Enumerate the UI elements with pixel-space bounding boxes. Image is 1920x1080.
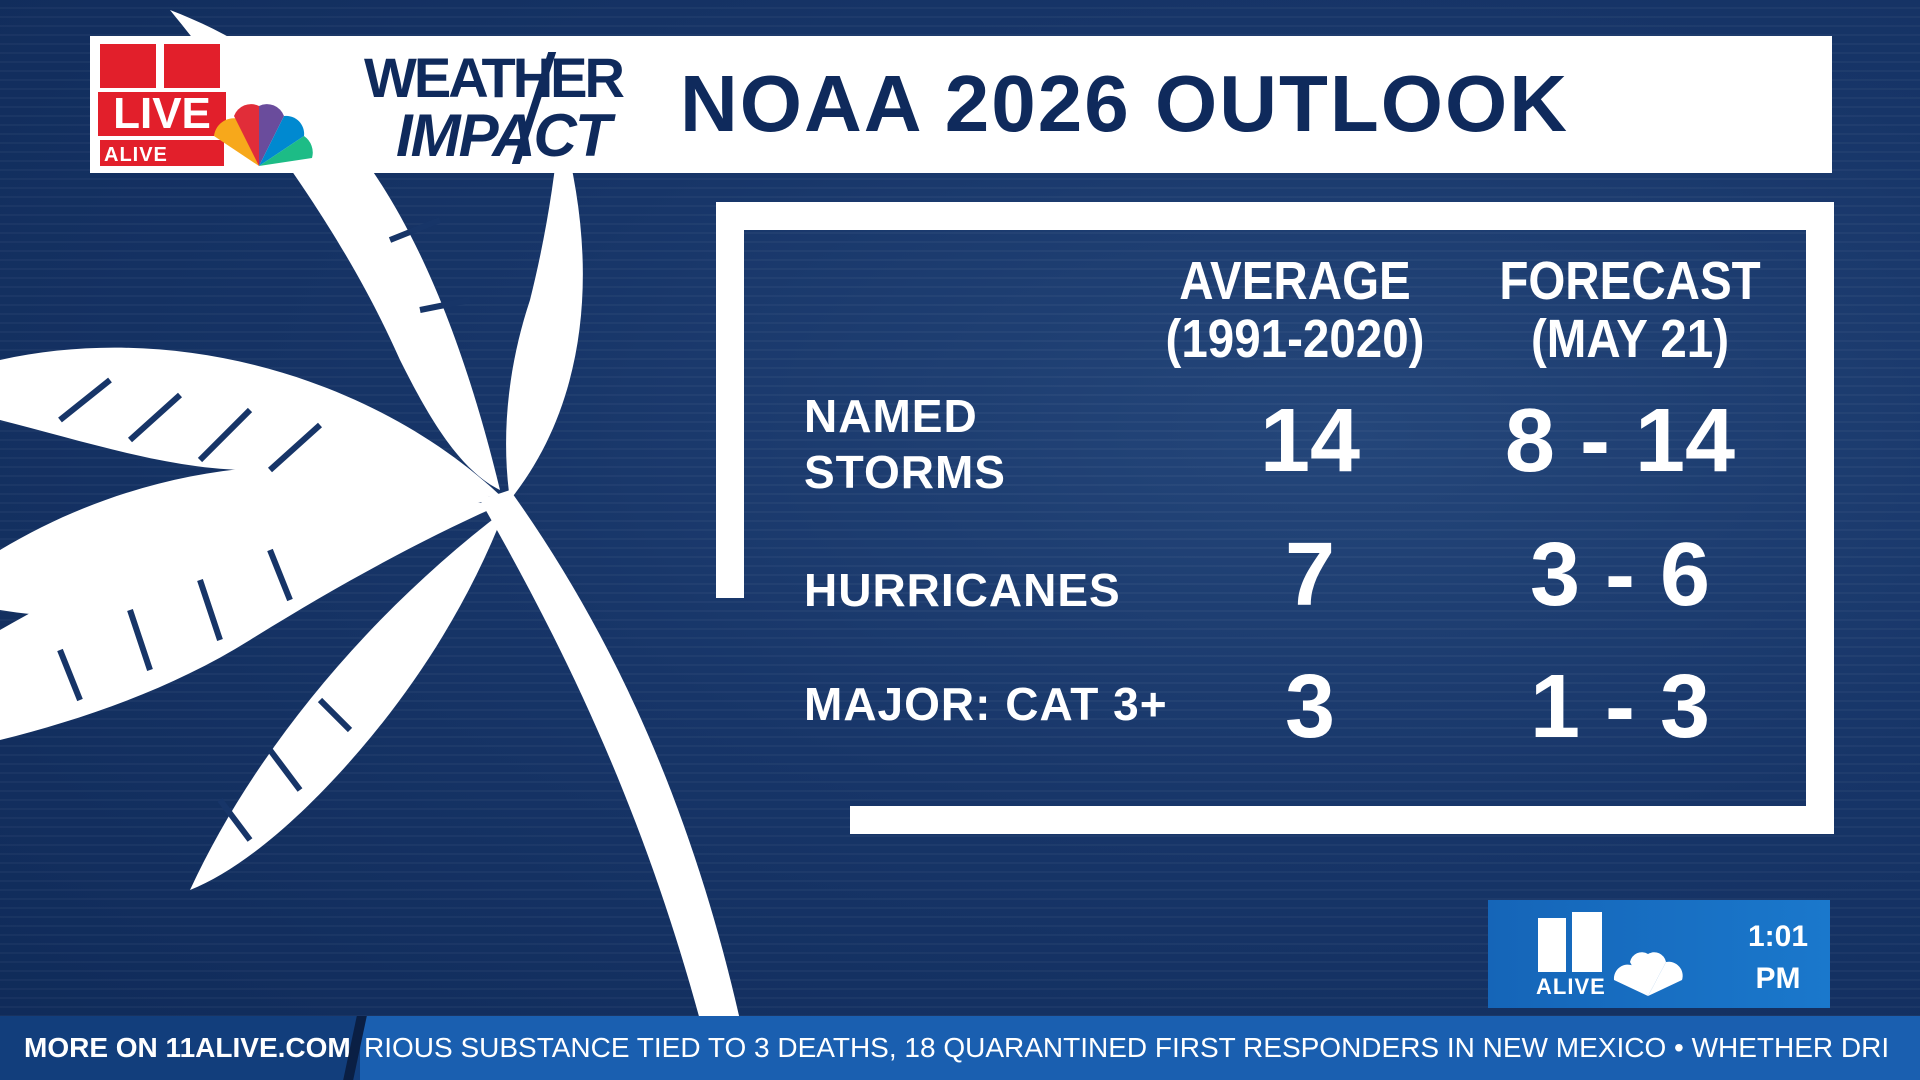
frame-right: [1806, 202, 1834, 832]
forecast-value-named-storms: 8 - 14: [1504, 391, 1736, 491]
forecast-value-hurricanes: 3 - 6: [1529, 525, 1711, 625]
news-ticker: MORE ON 11ALIVE.COM RIOUS SUBSTANCE TIED…: [0, 1016, 1920, 1080]
average-value-major: 3: [1284, 657, 1336, 757]
brand-line-weather: WEATHER: [364, 46, 625, 109]
eleven-alive-logo-icon: [1538, 912, 1602, 972]
station-time-bug: ALIVE 1:01 PM: [1488, 900, 1830, 1008]
forecast-value-major: 1 - 3: [1529, 657, 1711, 757]
weather-impact-logo: WEATHER IMPACT: [276, 48, 636, 168]
frame-top: [716, 202, 1834, 230]
column-header-line2: (1991-2020): [1165, 309, 1425, 369]
brand-line-impact: IMPACT: [396, 102, 612, 169]
clock-ampm: PM: [1755, 962, 1801, 995]
clock: 1:01 PM: [1738, 916, 1818, 1000]
alive-label: ALIVE: [104, 144, 168, 166]
header-bar: LIVE ALIVE WEATHER IMPACT NOAA 2026 OUTL…: [90, 36, 1832, 173]
average-value-named-storms: 14: [1259, 391, 1361, 491]
column-header-line1: AVERAGE: [1179, 251, 1411, 311]
eleven-alive-logo-icon: LIVE ALIVE: [94, 44, 230, 166]
peacock-icon: [1613, 952, 1683, 996]
page-title: NOAA 2026 OUTLOOK: [680, 59, 1569, 148]
row-label-named-storms: NAMED STORMS: [804, 388, 1006, 500]
peacock-icon: [214, 104, 313, 166]
column-header-line1: FORECAST: [1499, 251, 1761, 311]
frame-left: [716, 202, 744, 598]
average-value-hurricanes: 7: [1284, 525, 1336, 625]
row-label-major: MAJOR: CAT 3+: [804, 678, 1168, 730]
column-header-line2: (MAY 21): [1530, 309, 1730, 369]
row-label-hurricanes: HURRICANES: [804, 564, 1121, 616]
ticker-headline: RIOUS SUBSTANCE TIED TO 3 DEATHS, 18 QUA…: [364, 1032, 1890, 1063]
row-label-line1: NAMED: [804, 390, 978, 442]
column-header-average: AVERAGE (1991-2020): [1150, 252, 1440, 368]
clock-time: 1:01: [1747, 920, 1809, 953]
column-header-forecast: FORECAST (MAY 21): [1489, 252, 1771, 368]
palm-tree-icon: [0, 10, 740, 1020]
frame-bottom: [850, 806, 1834, 834]
station-name: ALIVE: [1536, 974, 1606, 999]
live-label: LIVE: [94, 88, 230, 140]
row-label-line2: STORMS: [804, 446, 1006, 498]
ticker-label: MORE ON 11ALIVE.COM: [0, 1016, 360, 1080]
